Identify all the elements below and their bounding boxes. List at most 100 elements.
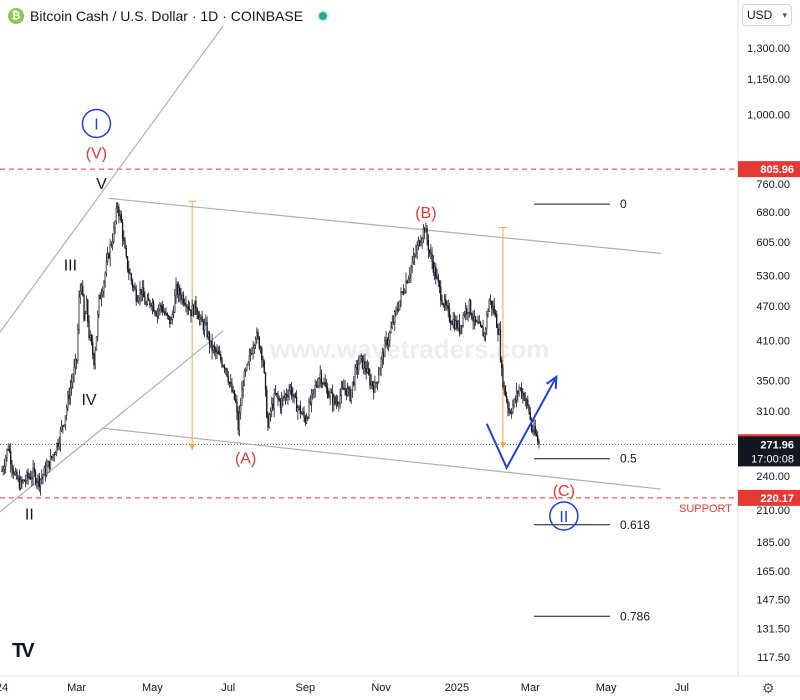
candle-body (54, 452, 57, 455)
candle-body (359, 355, 361, 365)
candle-body (514, 399, 517, 401)
candle-body (44, 467, 47, 476)
candle-body (78, 297, 80, 330)
candle-body (47, 461, 49, 467)
support-label: SUPPORT (679, 503, 732, 515)
candle-body (474, 316, 477, 322)
wave-label: (A) (235, 451, 256, 468)
projection-path (485, 376, 558, 470)
candle-body (279, 400, 282, 408)
candle-body (2, 468, 4, 472)
candle-body (79, 290, 81, 298)
candle-body (37, 475, 39, 482)
candle-body (473, 316, 475, 322)
candle-body (143, 287, 145, 298)
candle-body (356, 364, 359, 370)
candle-body (213, 346, 216, 350)
candle-body (407, 277, 410, 284)
candle-body (281, 398, 283, 408)
candle-body (292, 395, 294, 397)
candle-body (457, 321, 459, 329)
candle-body (482, 327, 484, 337)
candle-body (411, 262, 413, 268)
candle-body (382, 352, 385, 357)
currency-selector[interactable]: USD ▾ (742, 4, 792, 26)
candle-body (455, 320, 457, 329)
candle-body (119, 214, 121, 217)
price-label-value: 805.96 (760, 164, 794, 176)
candle-body (441, 300, 443, 305)
candle-body (298, 405, 300, 408)
candle-body (185, 304, 187, 307)
candle-body (211, 340, 213, 351)
candle-body (64, 415, 67, 426)
candle-body (329, 392, 331, 397)
wave-label: II (25, 507, 34, 524)
gear-icon[interactable]: ⚙ (762, 680, 775, 696)
candle-body (17, 477, 19, 480)
candle-body (151, 302, 154, 307)
candle-body (268, 414, 270, 428)
candle-body (436, 276, 438, 279)
candle-body (405, 280, 407, 292)
channel-upper-line (108, 197, 661, 254)
candle-body (13, 473, 16, 475)
candle-body (489, 300, 492, 302)
candle-body (421, 238, 423, 243)
candle-body (504, 385, 507, 397)
candle-body (328, 396, 330, 398)
candle-body (354, 367, 356, 385)
candle-body (207, 333, 209, 338)
candle-body (317, 385, 319, 387)
x-tick-label: May (142, 682, 163, 694)
candle-body (212, 346, 214, 351)
candle-body (155, 312, 157, 317)
candle-body (114, 221, 116, 229)
candle-body (192, 305, 195, 315)
candle-body (452, 319, 454, 325)
candle-body (501, 359, 503, 369)
candle-body (384, 340, 386, 357)
candle-body (502, 367, 504, 388)
candle-body (269, 410, 272, 415)
candle-body (160, 304, 162, 307)
candle-body (180, 294, 182, 300)
candle-body (253, 345, 255, 349)
candle-body (244, 369, 247, 372)
candle-body (426, 228, 428, 241)
candle-body (110, 244, 113, 246)
candle-body (200, 316, 202, 318)
candle-body (379, 368, 381, 376)
candle-body (442, 303, 444, 306)
candle-body (320, 372, 323, 384)
candle-body (11, 463, 13, 470)
candle-body (522, 392, 524, 397)
candle-body (126, 256, 129, 270)
x-tick-label: 2025 (445, 682, 469, 694)
candle-body (150, 304, 152, 307)
candle-body (524, 399, 526, 401)
candle-body (21, 479, 23, 483)
candle-body (242, 385, 244, 390)
y-tick-label: 605.00 (756, 237, 790, 249)
candle-body (414, 254, 416, 257)
candle-body (308, 401, 310, 418)
watermark: www.wavetraders.com (270, 334, 550, 364)
candle-body (312, 390, 314, 394)
candle-body (309, 401, 311, 404)
candle-body (461, 325, 463, 327)
candle-body (84, 313, 86, 321)
candle-body (97, 314, 99, 337)
candle-body (236, 401, 238, 413)
candle-body (456, 320, 458, 329)
candle-body (172, 312, 175, 315)
candle-body (190, 309, 192, 317)
candle-body (152, 302, 155, 312)
candle-body (38, 475, 40, 487)
y-tick-label: 410.00 (756, 335, 790, 347)
candle-body (70, 382, 73, 389)
candle-body (57, 443, 59, 447)
candle-body (355, 364, 357, 368)
candle-body (390, 327, 392, 333)
